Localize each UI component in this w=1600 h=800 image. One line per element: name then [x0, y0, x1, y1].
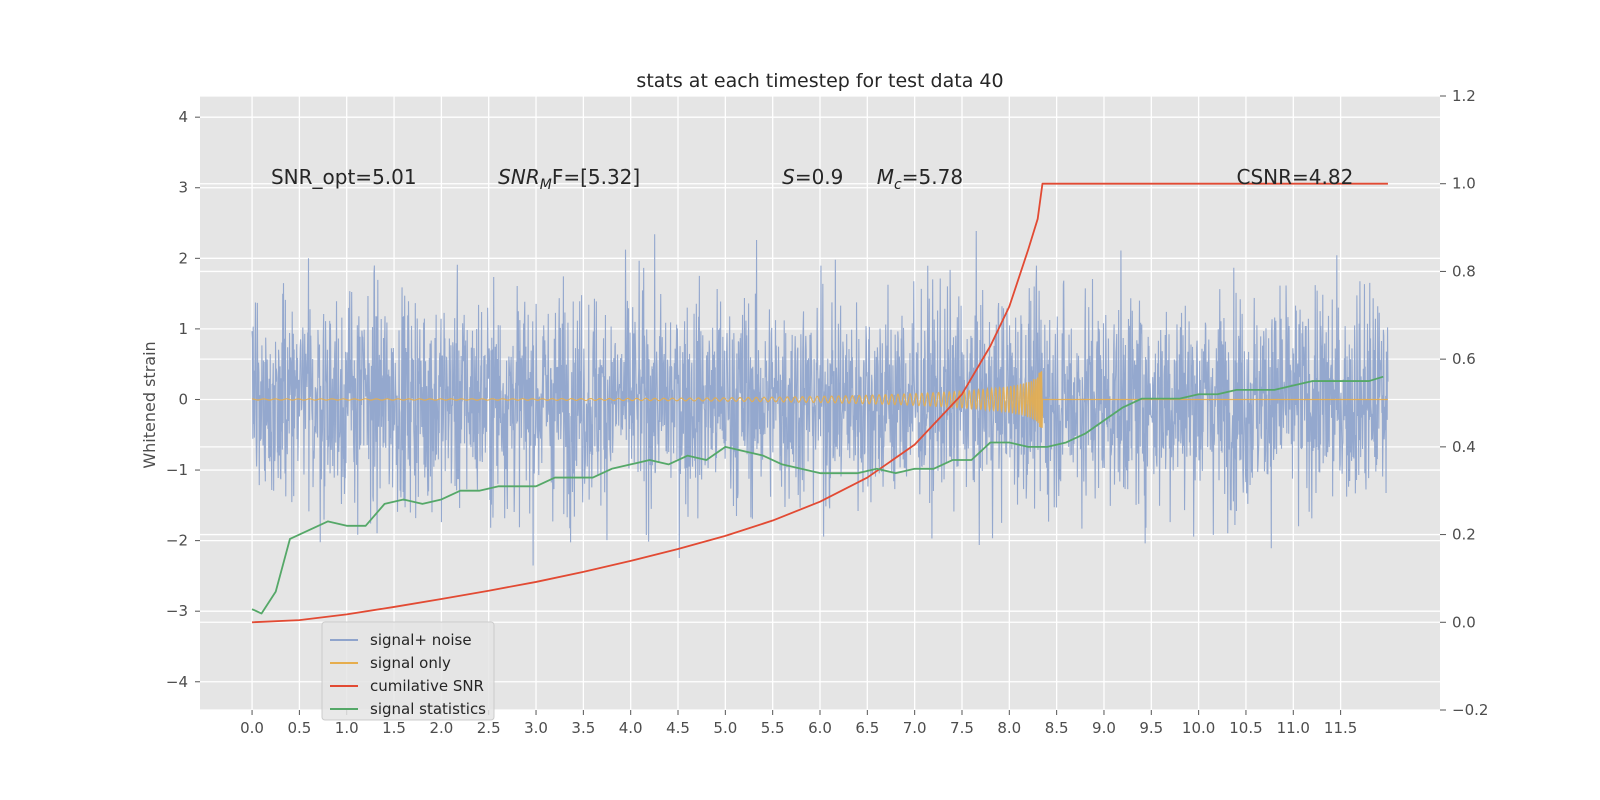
- x-tick-label: 1.0: [335, 719, 359, 737]
- y-tick-label: 1: [178, 320, 188, 338]
- x-tick-label: 2.5: [477, 719, 501, 737]
- x-tick-label: 2.0: [429, 719, 453, 737]
- legend-label: signal statistics: [370, 700, 486, 718]
- x-tick-label: 6.0: [808, 719, 832, 737]
- y2-tick-label: 0.8: [1452, 262, 1476, 280]
- x-tick-label: 4.5: [666, 719, 690, 737]
- x-tick-label: 8.0: [997, 719, 1021, 737]
- x-tick-label: 0.0: [240, 719, 264, 737]
- x-tick-label: 4.0: [619, 719, 643, 737]
- x-tick-label: 3.0: [524, 719, 548, 737]
- annotation-part: =5.78: [902, 165, 963, 189]
- annotation-sub: c: [894, 177, 902, 193]
- annotation-part: SNR_opt=5.01: [271, 165, 417, 189]
- annotation: Mc=5.78: [877, 165, 963, 193]
- y2-tick-label: −0.2: [1452, 701, 1488, 719]
- x-tick-label: 9.0: [1092, 719, 1116, 737]
- y-tick-label: 0: [178, 390, 188, 408]
- x-tick-label: 3.5: [571, 719, 595, 737]
- x-tick-label: 11.0: [1277, 719, 1310, 737]
- y-axis-label: Whitened strain: [140, 341, 159, 468]
- chart-title: stats at each timestep for test data 40: [636, 70, 1003, 92]
- series-signal-only: [252, 371, 1388, 428]
- x-tick-label: 10.5: [1229, 719, 1262, 737]
- y-tick-label: −3: [166, 602, 188, 620]
- y2-tick-label: 0.0: [1452, 613, 1476, 631]
- x-tick-label: 10.0: [1182, 719, 1215, 737]
- y-tick-label: −2: [166, 532, 188, 550]
- y-tick-label: 3: [178, 179, 188, 197]
- series-cumilative-snr: [252, 182, 1388, 624]
- legend: signal+ noise signal only cumilative SNR si…: [321, 621, 495, 721]
- y-tick-label: 4: [178, 108, 188, 126]
- x-tick-label: 11.5: [1324, 719, 1357, 737]
- annotation-part: CSNR=4.82: [1236, 165, 1353, 189]
- annotation-sub: M: [540, 177, 552, 193]
- y-tick-label: 2: [178, 249, 188, 267]
- annotation-part: S: [782, 165, 795, 189]
- legend-label: signal+ noise: [370, 631, 472, 649]
- series-signal-statistics: [251, 375, 1384, 615]
- y2-tick-label: 0.2: [1452, 526, 1476, 544]
- x-tick-label: 7.0: [903, 719, 927, 737]
- annotation-part: =0.9: [795, 165, 844, 189]
- y2-tick-label: 1.0: [1452, 175, 1476, 193]
- y-tick-label: −4: [166, 673, 188, 691]
- series-layer: [251, 182, 1389, 624]
- x-tick-label: 9.5: [1139, 719, 1163, 737]
- annotation-part: F=[5.32]: [552, 165, 640, 189]
- x-tick-label: 1.5: [382, 719, 406, 737]
- annotation-part: M: [877, 165, 894, 189]
- legend-box: [321, 621, 495, 721]
- axes: 0.0 0.5 1.0 1.5 2.0 2.5 3.0 3.5 4.0 4.5 5.0 5.5 6.0 6…: [166, 87, 1489, 737]
- x-tick-label: 5.5: [761, 719, 785, 737]
- x-tick-label: 6.5: [855, 719, 879, 737]
- y2-tick-label: 0.6: [1452, 350, 1476, 368]
- y2-tick-label: 0.4: [1452, 438, 1476, 456]
- series-signal-plus-noise: [251, 230, 1389, 566]
- annotation: SNRMF=[5.32]: [498, 165, 640, 193]
- x-tick-label: 5.0: [713, 719, 737, 737]
- x-tick-label: 7.5: [950, 719, 974, 737]
- x-tick-label: 0.5: [287, 719, 311, 737]
- legend-label: cumilative SNR: [370, 677, 484, 695]
- grid: [200, 95, 1440, 711]
- x-tick-label: 8.5: [1045, 719, 1069, 737]
- legend-label: signal only: [370, 654, 451, 672]
- y2-tick-label: 1.2: [1452, 87, 1476, 105]
- annotation: S=0.9: [782, 165, 843, 189]
- y-tick-label: −1: [166, 461, 188, 479]
- annotation-part: SNR: [498, 165, 540, 189]
- annotation: CSNR=4.82: [1236, 165, 1353, 189]
- annotations: SNR_opt=5.01 SNRMF=[5.32] S=0.9 Mc=5.78 CSNR…: [271, 165, 1353, 193]
- annotation: SNR_opt=5.01: [271, 165, 417, 189]
